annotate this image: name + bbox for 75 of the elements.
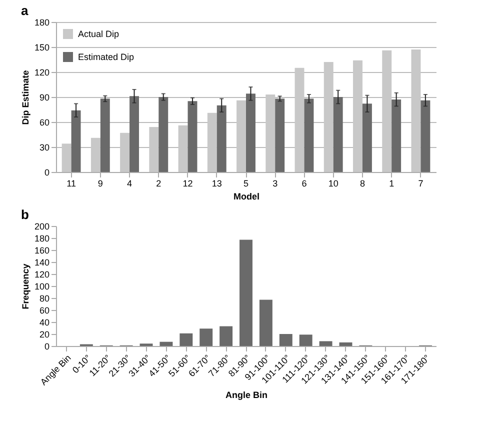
bar	[353, 60, 362, 172]
x-tick-label: 1	[389, 178, 394, 188]
bar	[246, 94, 256, 172]
bar	[158, 97, 168, 172]
bar	[279, 334, 292, 346]
y-tick-label: 160	[34, 246, 50, 256]
bar	[160, 342, 173, 346]
y-axis-title: Frequency	[20, 264, 30, 310]
x-tick-label: 7	[418, 178, 424, 188]
bar	[362, 104, 372, 172]
y-tick-label: 120	[34, 68, 50, 78]
bar	[220, 326, 233, 346]
bar	[319, 341, 332, 346]
bar	[236, 100, 246, 172]
bar	[392, 100, 402, 172]
bar	[130, 96, 139, 172]
bar	[200, 328, 213, 346]
y-tick-label: 90	[39, 92, 50, 102]
bar	[324, 62, 334, 172]
bar	[275, 98, 285, 172]
y-tick-label: 20	[39, 330, 50, 340]
x-tick-label: 10	[328, 178, 338, 188]
bar	[299, 334, 312, 346]
y-axis-title: Dip Estimate	[20, 70, 30, 125]
bar	[240, 240, 252, 346]
x-tick-label: 11	[66, 178, 76, 188]
x-tick-label: 5	[243, 178, 249, 188]
y-tick-label: 40	[39, 318, 50, 328]
bar	[100, 98, 110, 172]
y-tick-label: 200	[34, 222, 50, 232]
y-tick-label: 180	[34, 18, 50, 28]
bar	[266, 94, 276, 172]
x-tick-label: 8	[360, 178, 365, 188]
chart-title: b	[20, 207, 29, 222]
bar	[90, 138, 100, 172]
x-tick-label: 9	[98, 178, 103, 188]
bar	[180, 333, 193, 346]
x-tick-label: 12	[182, 178, 193, 188]
y-tick-label: 30	[39, 142, 50, 152]
bar	[420, 100, 430, 172]
bar	[333, 97, 343, 172]
y-tick-label: 0	[44, 342, 50, 352]
x-tick-label: 2	[156, 178, 162, 188]
y-tick-label: 60	[39, 306, 50, 316]
bar	[178, 125, 188, 172]
bar	[216, 105, 226, 172]
y-tick-label: 140	[34, 258, 50, 268]
bar	[207, 112, 217, 172]
y-tick-label: 0	[44, 168, 50, 178]
legend-label: Actual Dip	[78, 29, 120, 39]
bar	[304, 98, 314, 172]
bar	[411, 50, 421, 172]
y-tick-label: 180	[34, 234, 50, 244]
chart-title: a	[20, 3, 29, 18]
x-tick-label: 13	[212, 178, 222, 188]
x-tick-label: 6	[302, 178, 307, 188]
bar	[259, 300, 272, 346]
bar	[71, 110, 81, 172]
x-tick-label: 3	[272, 178, 278, 188]
bar	[120, 132, 130, 172]
legend-label: Estimated Dip	[78, 52, 134, 62]
bar	[188, 101, 198, 172]
y-tick-label: 100	[34, 282, 50, 292]
y-tick-label: 60	[39, 118, 50, 128]
x-axis-title: Angle Bin	[226, 390, 268, 400]
y-tick-label: 120	[34, 270, 50, 280]
bar	[62, 144, 72, 172]
bar	[382, 50, 392, 172]
x-axis-title: Model	[234, 192, 260, 202]
bar	[339, 342, 352, 346]
y-tick-label: 80	[39, 294, 50, 304]
bar	[149, 127, 159, 172]
y-tick-label: 150	[34, 42, 50, 52]
bar	[294, 68, 304, 172]
x-tick-label: 4	[127, 178, 132, 188]
